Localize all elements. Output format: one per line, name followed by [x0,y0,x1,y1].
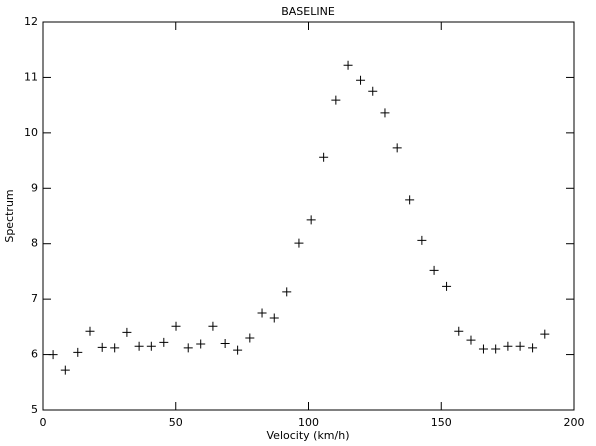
point [319,152,329,162]
point [97,342,107,352]
point [306,215,316,225]
point [85,326,95,336]
y-tick-label: 7 [31,292,38,305]
point [159,337,169,347]
point [503,341,513,351]
point [392,143,402,153]
point [110,343,120,353]
x-tick-label: 0 [40,416,47,429]
y-tick-label: 9 [31,181,38,194]
point [208,321,218,331]
point [515,341,525,351]
point [331,95,341,105]
point [245,333,255,343]
x-tick-label: 50 [169,416,183,429]
x-tick-label: 150 [431,416,452,429]
y-tick-label: 10 [24,126,38,139]
y-axis-label: Spectrum [3,189,16,242]
y-tick-label: 12 [24,15,38,28]
point [122,327,132,337]
point [528,343,538,353]
point [48,350,58,360]
point [368,86,378,96]
point [294,238,304,248]
point [466,335,476,345]
point [146,341,156,351]
point [134,341,144,351]
point [442,281,452,291]
point [429,265,439,275]
chart-title: BASELINE [281,5,335,18]
point [380,108,390,118]
y-tick-label: 11 [24,70,38,83]
point [220,338,230,348]
point [343,60,353,70]
point [405,195,415,205]
x-tick-label: 200 [564,416,585,429]
point [60,365,70,375]
point [356,75,366,85]
point [183,343,193,353]
point [491,344,501,354]
point [540,329,550,339]
point [282,287,292,297]
point [478,344,488,354]
point [417,235,427,245]
point [196,339,206,349]
x-axis-label: Velocity (km/h) [267,429,350,442]
point [454,326,464,336]
point [171,321,181,331]
point [73,347,83,357]
point [233,345,243,355]
y-tick-label: 6 [31,348,38,361]
point [257,308,267,318]
point [269,313,279,323]
y-tick-label: 8 [31,237,38,250]
x-tick-label: 100 [298,416,319,429]
y-tick-label: 5 [31,403,38,416]
